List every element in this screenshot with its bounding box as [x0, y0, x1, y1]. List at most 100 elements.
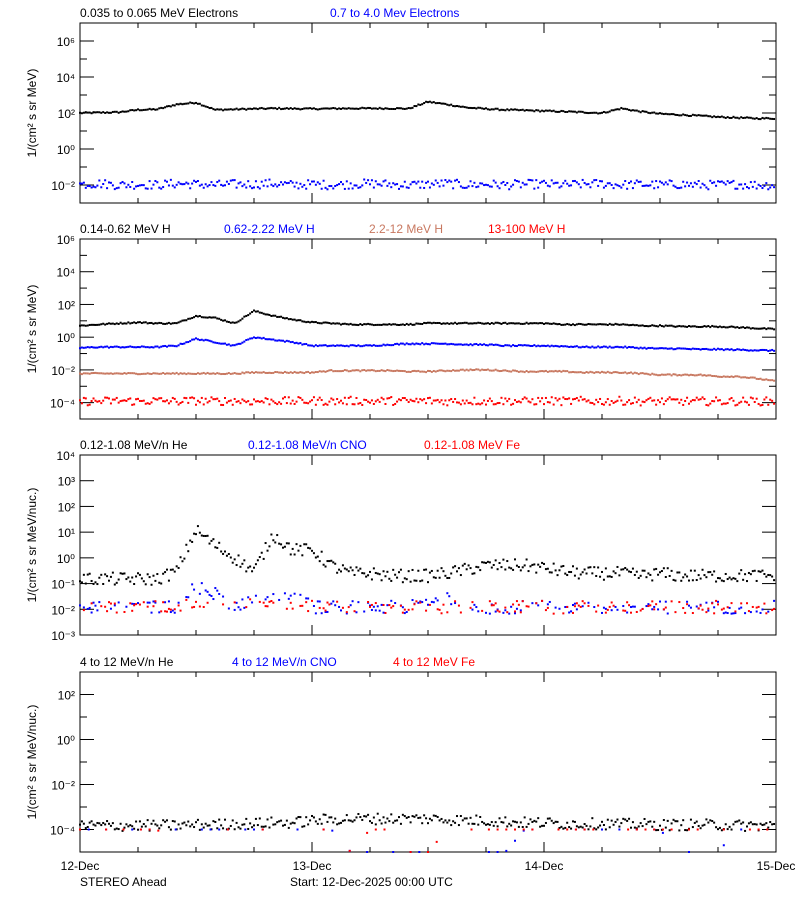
data-point: [769, 379, 772, 382]
data-point: [631, 187, 634, 190]
data-point: [595, 398, 598, 401]
data-point: [303, 184, 306, 187]
data-point: [179, 320, 182, 323]
data-point: [403, 577, 406, 580]
data-point: [620, 346, 623, 349]
data-point: [196, 372, 199, 375]
data-point: [86, 573, 89, 576]
data-point: [113, 398, 116, 401]
data-point: [359, 107, 362, 110]
data-point: [637, 347, 640, 350]
data-point: [328, 369, 331, 372]
data-point: [734, 612, 737, 615]
data-point: [326, 107, 329, 110]
data-point: [428, 100, 431, 103]
data-point: [599, 397, 602, 400]
data-point: [452, 369, 455, 372]
data-point: [541, 322, 544, 325]
data-point: [734, 116, 737, 119]
data-point: [233, 828, 236, 831]
data-point: [720, 375, 723, 378]
data-point: [761, 348, 764, 351]
data-point: [765, 612, 768, 615]
data-point: [560, 345, 563, 348]
data-point: [169, 400, 172, 403]
data-point: [456, 105, 458, 108]
data-point: [138, 184, 141, 187]
data-point: [382, 603, 385, 606]
data-point: [479, 106, 482, 109]
data-point: [628, 399, 631, 402]
data-point: [328, 344, 331, 347]
data-point: [388, 397, 391, 400]
data-point: [709, 115, 712, 118]
data-point: [419, 816, 422, 819]
data-point: [388, 323, 391, 326]
data-point: [481, 182, 484, 185]
data-point: [280, 108, 283, 111]
data-point: [278, 598, 281, 601]
data-point: [243, 107, 246, 110]
y-tick-label: 10³: [58, 475, 75, 489]
data-point: [736, 820, 739, 823]
data-point: [355, 396, 358, 399]
data-point: [262, 557, 265, 560]
data-point: [769, 327, 772, 330]
data-point: [744, 116, 747, 119]
data-point: [494, 821, 497, 824]
y-tick-label: 10²: [58, 107, 75, 121]
data-point: [218, 372, 221, 375]
data-point: [283, 823, 286, 826]
data-point: [496, 609, 499, 612]
data-point: [662, 567, 665, 570]
data-point: [169, 608, 172, 611]
data-point: [738, 607, 741, 610]
data-point: [401, 107, 404, 110]
data-point: [421, 342, 424, 345]
data-point: [336, 370, 339, 373]
data-point: [96, 111, 99, 114]
data-point: [212, 538, 215, 541]
data-point: [193, 316, 196, 319]
data-point: [430, 342, 433, 345]
data-point: [628, 108, 631, 111]
data-point: [311, 344, 313, 347]
data-point: [713, 115, 716, 118]
data-point: [214, 341, 217, 344]
data-point: [487, 851, 490, 853]
data-point: [486, 399, 489, 402]
data-point: [359, 567, 362, 570]
data-point: [359, 186, 362, 189]
data-point: [138, 109, 141, 112]
data-point: [413, 400, 416, 403]
data-point: [113, 323, 116, 326]
data-point: [245, 108, 248, 111]
data-point: [726, 612, 729, 615]
data-point: [92, 185, 95, 188]
data-point: [274, 401, 277, 404]
data-point: [326, 403, 329, 406]
data-point: [639, 574, 642, 577]
data-point: [531, 820, 534, 823]
data-point: [657, 829, 660, 832]
data-point: [417, 601, 420, 604]
data-point: [332, 600, 335, 603]
data-point: [160, 582, 163, 585]
data-point: [270, 106, 273, 109]
data-point: [353, 107, 356, 110]
data-point: [175, 400, 178, 403]
data-point: [434, 322, 437, 325]
data-point: [415, 814, 418, 817]
data-point: [514, 612, 516, 615]
data-point: [100, 111, 103, 114]
data-point: [278, 371, 281, 374]
data-point: [459, 343, 462, 346]
data-point: [693, 325, 696, 328]
data-point: [554, 181, 557, 184]
data-point: [125, 322, 128, 325]
data-point: [556, 399, 559, 402]
data-point: [724, 348, 727, 351]
data-point: [409, 343, 412, 346]
data-point: [270, 314, 273, 317]
data-point: [390, 107, 393, 110]
